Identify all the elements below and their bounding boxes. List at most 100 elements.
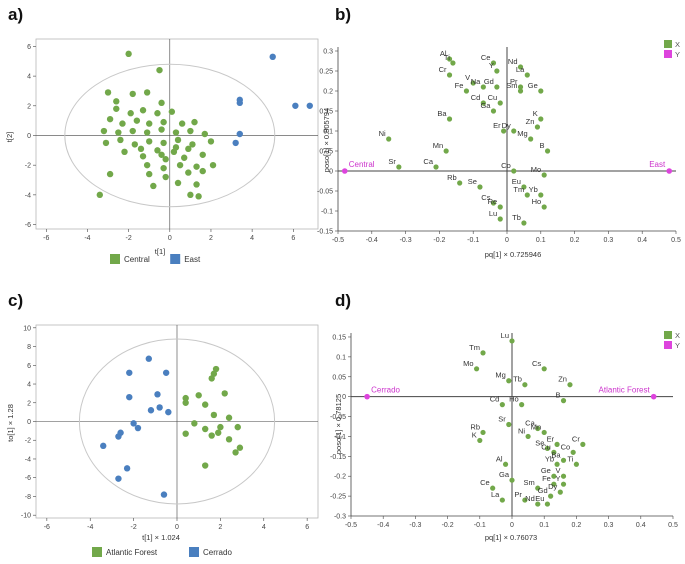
variable-point <box>560 481 567 487</box>
x-axis-title: t[1] <box>155 247 165 256</box>
variable-label: Al <box>496 454 503 463</box>
point-east <box>232 139 239 147</box>
variable-point <box>497 100 503 106</box>
point-central <box>181 154 188 161</box>
point-central <box>129 90 136 98</box>
variable-point <box>524 72 530 78</box>
variable-point <box>433 164 439 170</box>
point-central <box>193 181 200 188</box>
y-tick-label: -0.15 <box>330 454 346 461</box>
point-central <box>162 156 169 163</box>
variable-label: Rb <box>470 422 480 431</box>
y-tick-label: -0.2 <box>334 474 346 481</box>
variable-point <box>450 60 456 66</box>
variable-label: Sm <box>524 478 535 487</box>
point-atlantic-forest <box>234 423 241 431</box>
variable-point <box>534 124 541 130</box>
class-anchor-label: Atlantic Forest <box>599 386 651 395</box>
legend-label: Central <box>124 255 150 264</box>
variable-label: Ga <box>480 101 491 110</box>
hotelling-ellipse <box>64 63 276 208</box>
x-tick-label: 0.1 <box>539 522 549 529</box>
x-tick-label: -0.5 <box>332 237 344 244</box>
x-tick-label: -2 <box>130 524 136 531</box>
variable-point <box>538 88 544 94</box>
variable-label: Ce <box>480 478 490 487</box>
variable-label: Zn <box>558 375 567 384</box>
point-central <box>121 148 128 156</box>
variable-label: Eu <box>535 494 544 503</box>
y-tick-label: 6 <box>27 363 31 370</box>
variable-label: Tb <box>513 375 522 384</box>
variable-label: Er <box>547 434 555 443</box>
point-central <box>146 138 153 145</box>
chart-panel-b: b) -0.5 -0.4 -0.3 -0.2 -0.1 0 0.1 0.2 0.3 0.4 0.5 -0… <box>317 5 681 259</box>
variable-label: Ce <box>481 53 491 62</box>
variable-point <box>509 338 515 344</box>
variable-point <box>490 485 496 491</box>
variable-label: Na <box>471 77 481 86</box>
point-central <box>195 193 202 200</box>
x-tick-label: 6 <box>305 524 309 531</box>
point-central <box>185 169 192 176</box>
legend-swatch <box>189 547 199 557</box>
variable-point <box>446 116 453 122</box>
point-central <box>209 161 217 169</box>
point-central <box>158 99 165 107</box>
point-cerrado <box>126 369 133 376</box>
variable-point <box>509 477 515 483</box>
variable-point <box>463 88 470 94</box>
y-tick-label: 2 <box>27 103 31 110</box>
point-cerrado <box>160 491 168 498</box>
x-tick-label: -0.3 <box>400 237 412 244</box>
y-tick-label: -8 <box>25 494 31 501</box>
x-tick-label: -6 <box>44 524 50 531</box>
variable-label: Ge <box>541 466 551 475</box>
variable-point <box>506 378 512 384</box>
variable-label: Nd <box>525 494 535 503</box>
y-tick-label: -0.05 <box>317 189 333 196</box>
point-central <box>178 120 186 127</box>
y-tick-label: 0.2 <box>323 89 333 96</box>
point-cerrado <box>156 404 163 411</box>
variable-label: Lu <box>489 209 497 218</box>
variable-point <box>521 220 527 226</box>
x-tick-label: 0 <box>175 524 179 531</box>
y-axis-title: t[2] <box>5 132 14 142</box>
x-tick-label: -0.3 <box>409 522 421 529</box>
point-central <box>158 126 165 133</box>
variable-label: Tm <box>513 185 524 194</box>
variable-label: La <box>491 490 500 499</box>
y-tick-label: 0 <box>27 419 31 426</box>
y-tick-label: 8 <box>27 344 31 351</box>
variable-label: Co <box>501 161 511 170</box>
variable-label: Sr <box>498 415 506 424</box>
point-atlantic-forest <box>210 411 218 419</box>
y-tick-label: -0.25 <box>330 494 346 501</box>
point-central <box>139 153 147 160</box>
point-central <box>143 129 151 136</box>
variable-point <box>446 72 453 78</box>
panel-label-d: d) <box>335 291 351 310</box>
variable-label: Ho <box>509 395 519 404</box>
x-tick-label: 0 <box>505 237 509 244</box>
point-central <box>156 66 163 74</box>
point-cerrado <box>145 355 152 362</box>
point-cerrado <box>134 424 142 432</box>
point-atlantic-forest <box>225 414 233 421</box>
point-atlantic-forest <box>182 430 189 437</box>
variable-point <box>473 366 480 372</box>
variable-point <box>490 200 497 206</box>
point-central <box>146 170 153 178</box>
x-tick-label: -0.4 <box>377 522 389 529</box>
variable-label: V <box>465 73 470 82</box>
chart-panel-d: d) -0.5 -0.4 -0.3 -0.2 -0.1 0 0.1 0.2 0.3 0.4 0.5 -0… <box>330 291 680 542</box>
class-anchor-point <box>650 393 657 400</box>
variable-label: Al <box>440 49 447 58</box>
variable-label: Dy <box>548 482 557 491</box>
x-tick-label: -4 <box>84 235 90 242</box>
variable-label: Y <box>556 474 561 483</box>
x-tick-label: 0.3 <box>604 522 614 529</box>
class-anchor-label: Central <box>349 160 375 169</box>
